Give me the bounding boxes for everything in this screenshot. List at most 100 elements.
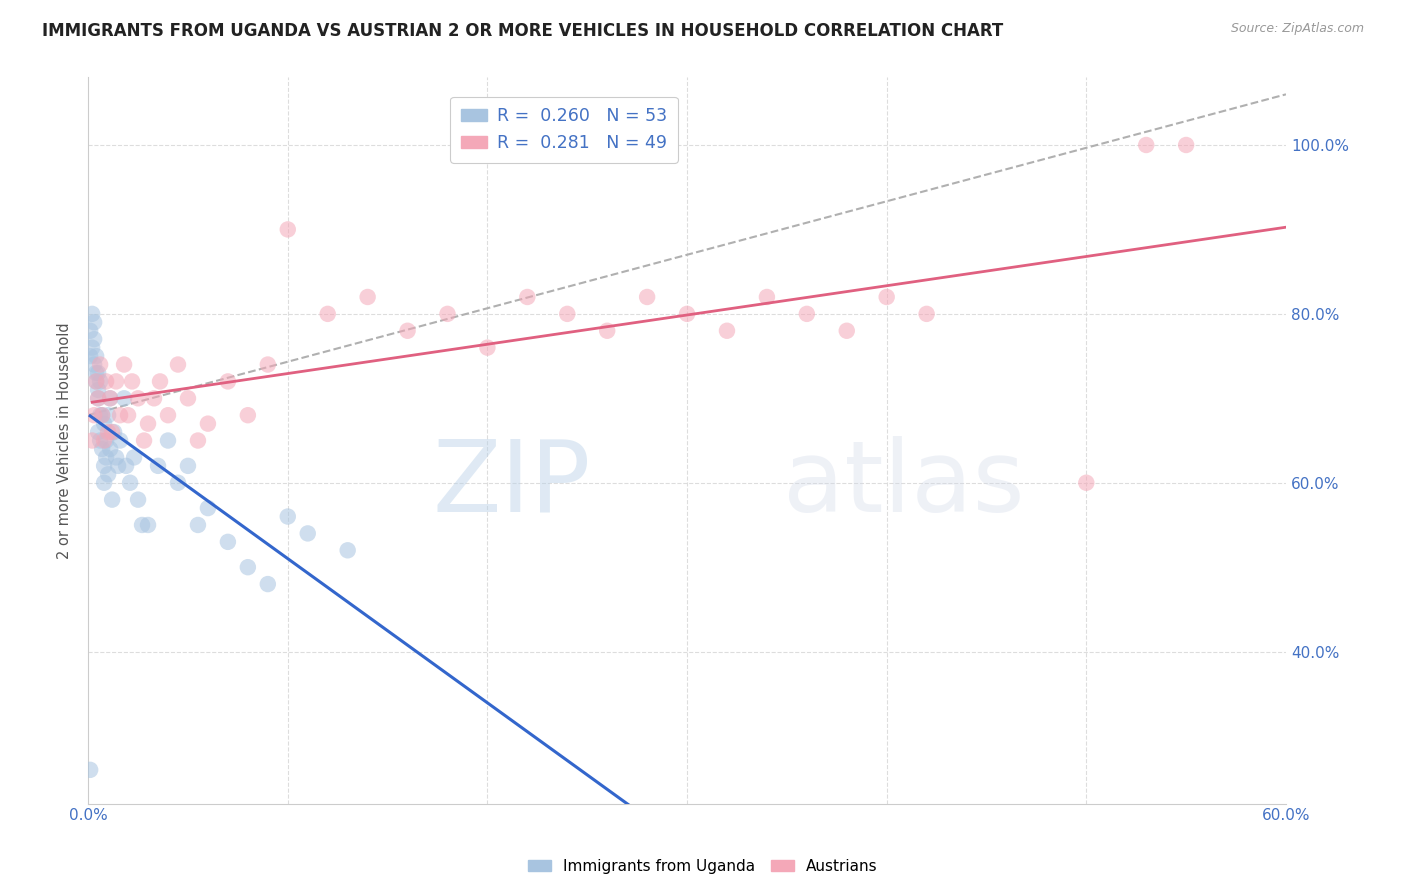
Point <box>149 375 172 389</box>
Point <box>87 366 110 380</box>
Point <box>98 442 121 456</box>
Point <box>197 501 219 516</box>
Point <box>117 408 139 422</box>
Point <box>82 341 104 355</box>
Point <box>112 392 135 406</box>
Point <box>396 324 419 338</box>
Point <box>84 349 107 363</box>
Point <box>84 366 107 380</box>
Point <box>79 324 101 338</box>
Point <box>217 534 239 549</box>
Point <box>1175 138 1198 153</box>
Point <box>87 383 110 397</box>
Point <box>122 450 145 465</box>
Point <box>277 509 299 524</box>
Point <box>146 458 169 473</box>
Point <box>143 392 166 406</box>
Point <box>79 763 101 777</box>
Point <box>108 434 131 448</box>
Point <box>676 307 699 321</box>
Point <box>103 425 125 439</box>
Point <box>98 392 121 406</box>
Point <box>91 408 114 422</box>
Point <box>177 458 200 473</box>
Point <box>115 458 138 473</box>
Point <box>89 434 111 448</box>
Point <box>136 518 159 533</box>
Point <box>716 324 738 338</box>
Point <box>79 349 101 363</box>
Point <box>94 450 117 465</box>
Point <box>796 307 818 321</box>
Point <box>187 518 209 533</box>
Point <box>136 417 159 431</box>
Point <box>127 492 149 507</box>
Point <box>93 475 115 490</box>
Point <box>555 307 578 321</box>
Point <box>97 425 120 439</box>
Point <box>236 408 259 422</box>
Point <box>256 358 278 372</box>
Point <box>121 375 143 389</box>
Point <box>127 392 149 406</box>
Text: ZIP: ZIP <box>433 435 592 533</box>
Legend: Immigrants from Uganda, Austrians: Immigrants from Uganda, Austrians <box>522 853 884 880</box>
Point <box>1135 138 1157 153</box>
Point <box>217 375 239 389</box>
Point <box>87 392 110 406</box>
Point <box>915 307 938 321</box>
Point <box>97 408 120 422</box>
Point <box>87 392 110 406</box>
Point <box>876 290 898 304</box>
Point <box>436 307 458 321</box>
Point <box>83 358 105 372</box>
Point <box>167 475 190 490</box>
Point <box>89 408 111 422</box>
Point <box>835 324 858 338</box>
Point <box>97 467 120 482</box>
Point <box>132 434 155 448</box>
Point <box>89 375 111 389</box>
Point <box>516 290 538 304</box>
Point <box>131 518 153 533</box>
Point <box>356 290 378 304</box>
Point <box>167 358 190 372</box>
Point <box>83 315 105 329</box>
Point <box>256 577 278 591</box>
Point <box>236 560 259 574</box>
Y-axis label: 2 or more Vehicles in Household: 2 or more Vehicles in Household <box>58 322 72 559</box>
Point <box>636 290 658 304</box>
Point <box>336 543 359 558</box>
Point <box>101 492 124 507</box>
Point <box>156 434 179 448</box>
Point <box>107 458 129 473</box>
Point <box>89 358 111 372</box>
Point <box>156 408 179 422</box>
Point <box>94 434 117 448</box>
Legend: R =  0.260   N = 53, R =  0.281   N = 49: R = 0.260 N = 53, R = 0.281 N = 49 <box>450 97 678 162</box>
Point <box>83 332 105 346</box>
Point <box>101 425 124 439</box>
Point <box>82 307 104 321</box>
Point <box>91 408 114 422</box>
Point <box>177 392 200 406</box>
Point <box>112 358 135 372</box>
Point <box>755 290 778 304</box>
Point <box>83 408 105 422</box>
Point <box>120 475 142 490</box>
Point <box>87 425 110 439</box>
Point <box>477 341 499 355</box>
Point <box>98 392 121 406</box>
Point <box>93 417 115 431</box>
Point <box>105 450 128 465</box>
Point <box>105 375 128 389</box>
Point <box>297 526 319 541</box>
Point <box>277 222 299 236</box>
Point <box>82 434 104 448</box>
Point <box>84 375 107 389</box>
Text: IMMIGRANTS FROM UGANDA VS AUSTRIAN 2 OR MORE VEHICLES IN HOUSEHOLD CORRELATION C: IMMIGRANTS FROM UGANDA VS AUSTRIAN 2 OR … <box>42 22 1004 40</box>
Point <box>84 375 107 389</box>
Point <box>93 458 115 473</box>
Point <box>316 307 339 321</box>
Point <box>197 417 219 431</box>
